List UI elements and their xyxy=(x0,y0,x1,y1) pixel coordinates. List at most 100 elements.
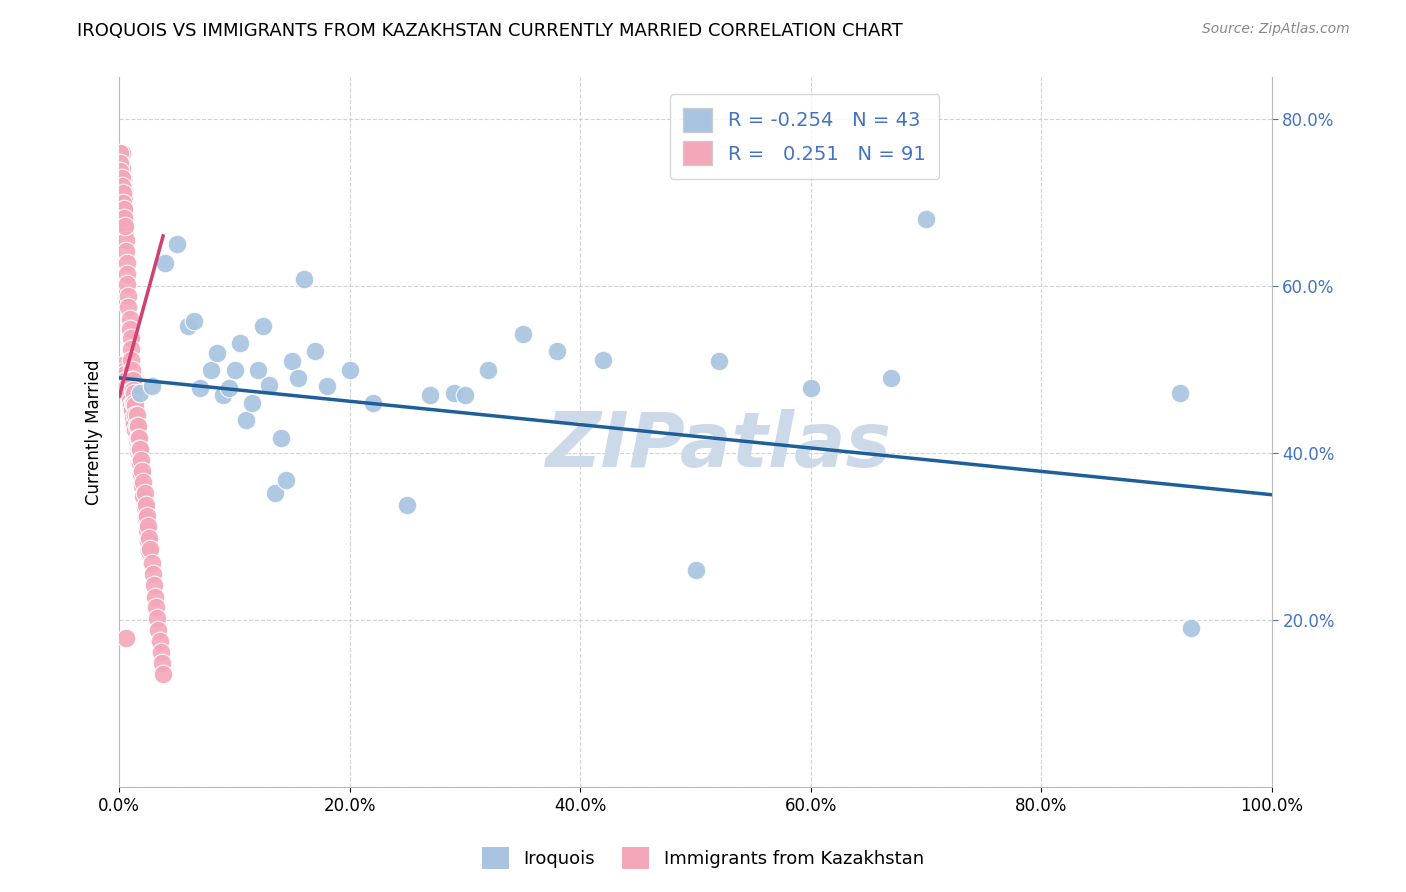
Point xyxy=(146,611,169,625)
Point xyxy=(115,632,138,646)
Point xyxy=(257,377,280,392)
Point xyxy=(117,289,139,303)
Point xyxy=(115,244,138,258)
Point xyxy=(150,657,173,671)
Point xyxy=(122,396,145,410)
Point xyxy=(240,396,263,410)
Point xyxy=(145,600,167,615)
Point xyxy=(287,371,309,385)
Point xyxy=(129,456,152,470)
Point xyxy=(117,267,139,281)
Point xyxy=(143,590,166,604)
Point xyxy=(114,222,136,236)
Point xyxy=(120,342,142,356)
Point xyxy=(120,352,142,367)
Point xyxy=(114,367,136,381)
Point xyxy=(112,202,135,217)
Point xyxy=(138,531,160,545)
Point xyxy=(129,385,152,400)
Point xyxy=(304,344,326,359)
Point xyxy=(114,219,136,233)
Point xyxy=(118,312,141,326)
Point xyxy=(111,359,134,373)
Point xyxy=(155,256,177,270)
Point xyxy=(112,202,135,217)
Text: IROQUOIS VS IMMIGRANTS FROM KAZAKHSTAN CURRENTLY MARRIED CORRELATION CHART: IROQUOIS VS IMMIGRANTS FROM KAZAKHSTAN C… xyxy=(77,22,903,40)
Point xyxy=(111,186,134,200)
Legend: R = -0.254   N = 43, R =   0.251   N = 91: R = -0.254 N = 43, R = 0.251 N = 91 xyxy=(669,95,939,178)
Point xyxy=(121,402,143,417)
Point xyxy=(122,373,145,387)
Point xyxy=(139,541,162,556)
Text: Source: ZipAtlas.com: Source: ZipAtlas.com xyxy=(1202,22,1350,37)
Point xyxy=(125,419,148,434)
Point xyxy=(125,409,148,423)
Point xyxy=(134,500,156,515)
Point xyxy=(200,362,222,376)
Point xyxy=(128,442,150,456)
Point xyxy=(115,233,138,247)
Point xyxy=(122,411,145,425)
Y-axis label: Currently Married: Currently Married xyxy=(86,359,103,505)
Point xyxy=(110,170,132,185)
Point xyxy=(315,379,337,393)
Point xyxy=(207,346,229,360)
Point xyxy=(112,364,135,378)
Point xyxy=(1180,621,1202,635)
Point xyxy=(270,431,292,445)
Point xyxy=(800,381,823,395)
Point xyxy=(134,486,156,500)
Point xyxy=(129,467,152,481)
Point xyxy=(188,381,211,395)
Point xyxy=(110,145,132,160)
Point xyxy=(148,623,170,637)
Point xyxy=(124,409,146,423)
Point xyxy=(121,373,143,387)
Point xyxy=(111,172,134,186)
Point xyxy=(115,373,138,387)
Text: ZIPatlas: ZIPatlas xyxy=(546,409,891,483)
Point xyxy=(125,434,148,448)
Point xyxy=(132,475,155,490)
Point xyxy=(111,180,134,194)
Point xyxy=(112,191,135,205)
Point xyxy=(707,354,730,368)
Point xyxy=(132,490,155,504)
Point xyxy=(127,431,149,445)
Point xyxy=(339,362,361,376)
Point xyxy=(454,387,477,401)
Point xyxy=(136,519,159,533)
Point xyxy=(915,212,938,227)
Point xyxy=(218,381,240,395)
Point xyxy=(141,379,163,393)
Point xyxy=(177,319,200,334)
Point xyxy=(131,464,153,478)
Point xyxy=(880,371,903,385)
Point xyxy=(136,533,159,548)
Point xyxy=(110,178,132,193)
Point xyxy=(149,645,172,659)
Point xyxy=(128,456,150,470)
Point xyxy=(128,431,150,445)
Point xyxy=(149,633,172,648)
Point xyxy=(117,379,139,393)
Point xyxy=(276,473,298,487)
Point xyxy=(127,419,149,434)
Point xyxy=(224,362,246,376)
Point xyxy=(110,155,132,169)
Point xyxy=(120,398,142,412)
Point xyxy=(135,498,157,512)
Point xyxy=(122,396,145,410)
Point xyxy=(142,567,165,582)
Point xyxy=(121,362,143,376)
Point xyxy=(129,442,152,456)
Point xyxy=(292,272,315,286)
Point xyxy=(129,452,152,467)
Point xyxy=(131,479,153,493)
Point xyxy=(136,523,159,537)
Point xyxy=(124,423,146,437)
Point xyxy=(110,164,132,178)
Point xyxy=(229,335,252,350)
Point xyxy=(183,314,205,328)
Point xyxy=(263,486,285,500)
